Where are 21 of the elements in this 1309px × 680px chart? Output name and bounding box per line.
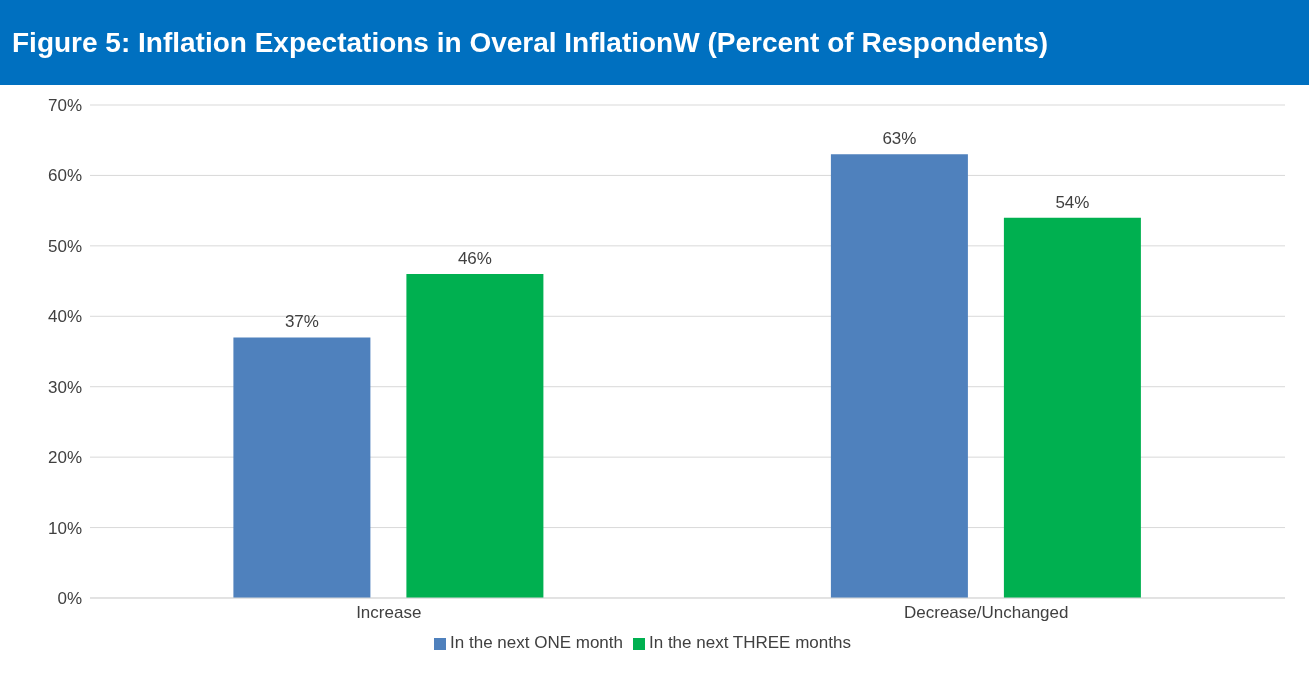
bar bbox=[406, 274, 544, 598]
x-tick-label: Decrease/Unchanged bbox=[904, 603, 1069, 623]
bar bbox=[1003, 217, 1141, 598]
bar bbox=[233, 337, 371, 598]
x-tick-label: Increase bbox=[356, 603, 422, 623]
data-label: 37% bbox=[284, 312, 319, 332]
y-tick-label: 60% bbox=[47, 166, 82, 186]
legend-label: In the next THREE months bbox=[649, 633, 851, 652]
chart-title: Figure 5: Inflation Expectations in Overal InflationW (Percent of Respondents) bbox=[0, 0, 1309, 85]
data-label: 46% bbox=[457, 249, 492, 269]
y-tick-label: 20% bbox=[47, 448, 82, 468]
y-tick-label: 50% bbox=[47, 236, 82, 256]
data-label: 54% bbox=[1055, 192, 1090, 212]
y-tick-label: 30% bbox=[47, 377, 82, 397]
y-tick-label: 40% bbox=[47, 307, 82, 327]
data-label: 63% bbox=[882, 129, 917, 149]
legend-label: In the next ONE month bbox=[450, 633, 623, 652]
y-tick-label: 70% bbox=[47, 96, 82, 116]
y-tick-label: 10% bbox=[47, 518, 82, 538]
y-tick-label: 0% bbox=[57, 589, 82, 609]
bar bbox=[830, 154, 968, 598]
